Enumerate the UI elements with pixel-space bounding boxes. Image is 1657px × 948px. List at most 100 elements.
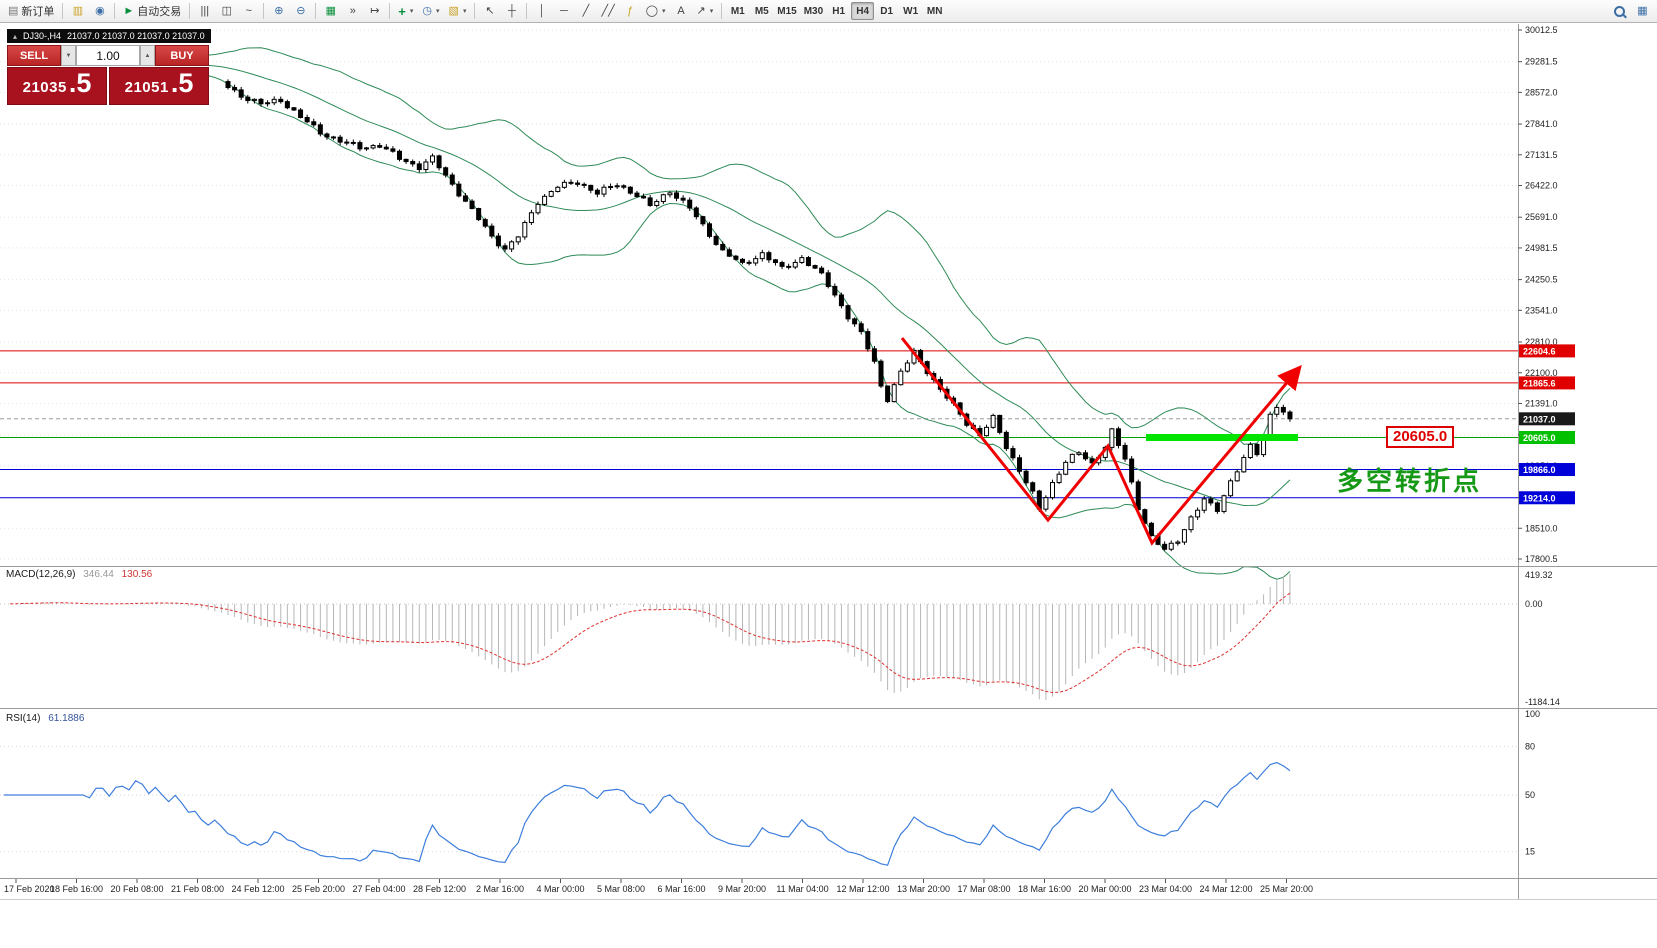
timeframe-m5-button[interactable]: M5: [750, 2, 773, 20]
timeframe-m1-button[interactable]: M1: [726, 2, 749, 20]
zoom-in-icon: ⊕: [274, 4, 284, 17]
trend-zigzag-arrow[interactable]: [900, 337, 1302, 546]
svg-text:17 Feb 2020: 17 Feb 2020: [4, 884, 55, 894]
zoom-in-button[interactable]: ⊕: [268, 2, 289, 21]
svg-text:26422.0: 26422.0: [1525, 181, 1558, 191]
svg-text:80: 80: [1525, 741, 1535, 751]
candlestick-series[interactable]: [225, 79, 1293, 552]
auto-scroll-button[interactable]: »: [342, 2, 363, 21]
market-watch-button[interactable]: ▥: [67, 2, 88, 21]
trendline-button[interactable]: ╱: [575, 2, 596, 21]
svg-text:19866.0: 19866.0: [1523, 465, 1556, 475]
candlestick-mode-button[interactable]: ◫: [216, 2, 237, 21]
svg-text:-1184.14: -1184.14: [1525, 697, 1560, 707]
data-window-button[interactable]: ◉: [89, 2, 110, 21]
svg-text:18 Feb 16:00: 18 Feb 16:00: [50, 884, 103, 894]
lot-size-input[interactable]: 1.00: [76, 45, 140, 66]
search-button[interactable]: [1609, 2, 1630, 21]
tile-windows-button[interactable]: ▦: [320, 2, 341, 21]
timeframe-h1-button[interactable]: H1: [827, 2, 850, 20]
bar-chart-mode-button[interactable]: |||: [194, 2, 215, 21]
horizontal-level-lines[interactable]: [0, 350, 1518, 499]
toolbar-separator: [62, 3, 64, 19]
timeframe-m30-button[interactable]: M30: [801, 2, 826, 20]
svg-text:27131.5: 27131.5: [1525, 150, 1558, 160]
crosshair-button[interactable]: ┼: [501, 2, 522, 21]
buy-price-main: 21051: [124, 79, 169, 96]
price-axis[interactable]: 30012.5 29281.5 28572.0 27841.0 27131.5 26422…: [0, 24, 1657, 900]
toolbar-separator: [263, 3, 265, 19]
svg-text:21865.6: 21865.6: [1523, 378, 1556, 388]
svg-text:15: 15: [1525, 847, 1535, 857]
line-chart-mode-button[interactable]: ~: [238, 2, 259, 21]
indicators-icon: +: [398, 3, 406, 19]
templates-button[interactable]: ▧ ▾: [445, 2, 471, 21]
svg-text:6 Mar 16:00: 6 Mar 16:00: [657, 884, 705, 894]
equidistant-channel-button[interactable]: ╱╱: [597, 2, 618, 21]
autotrading-button[interactable]: ► 自动交易: [119, 2, 185, 21]
horizontal-line-button[interactable]: ─: [553, 2, 574, 21]
sell-button[interactable]: SELL: [7, 45, 61, 66]
svg-text:25 Mar 20:00: 25 Mar 20:00: [1260, 884, 1313, 894]
shapes-button[interactable]: ◯ ▾: [642, 2, 670, 21]
svg-text:5 Mar 08:00: 5 Mar 08:00: [597, 884, 645, 894]
workspace-icon: ▦: [1637, 4, 1648, 17]
price-level-callout[interactable]: 20605.0: [1386, 426, 1455, 448]
buy-price-box[interactable]: 21051 .5: [109, 67, 209, 105]
fibonacci-button[interactable]: ƒ: [620, 2, 641, 21]
workspace-button[interactable]: ▦: [1632, 2, 1653, 21]
macd-main-value: 346.44: [83, 569, 114, 580]
turning-point-note[interactable]: 多空转折点: [1337, 466, 1483, 496]
indicators-button[interactable]: + ▾: [394, 2, 417, 21]
svg-text:29281.5: 29281.5: [1525, 57, 1558, 67]
vertical-line-button[interactable]: │: [531, 2, 552, 21]
bollinger-bands: [188, 47, 1291, 580]
svg-text:22100.0: 22100.0: [1525, 368, 1558, 378]
svg-text:24 Feb 12:00: 24 Feb 12:00: [231, 884, 284, 894]
svg-text:21037.0: 21037.0: [1523, 414, 1556, 424]
collapse-icon[interactable]: ▴: [13, 31, 18, 41]
svg-text:20 Feb 08:00: 20 Feb 08:00: [110, 884, 163, 894]
text-label-button[interactable]: A: [671, 2, 692, 21]
svg-text:24981.5: 24981.5: [1525, 243, 1558, 253]
svg-text:9 Mar 20:00: 9 Mar 20:00: [718, 884, 766, 894]
price-gridlines: [0, 29, 1518, 560]
timeframe-m15-button[interactable]: M15: [774, 2, 799, 20]
svg-text:28572.0: 28572.0: [1525, 87, 1558, 97]
market-watch-icon: ▥: [72, 4, 84, 17]
tile-windows-icon: ▦: [325, 4, 336, 17]
svg-text:20 Mar 00:00: 20 Mar 00:00: [1078, 884, 1131, 894]
search-icon: [1614, 5, 1625, 17]
dropdown-caret-icon: ▾: [709, 8, 714, 15]
timeframe-d1-button[interactable]: D1: [875, 2, 898, 20]
arrows-icon: ↗: [696, 4, 706, 17]
timeframe-mn-button[interactable]: MN: [923, 2, 946, 20]
arrows-button[interactable]: ↗ ▾: [693, 2, 718, 21]
rsi-name: RSI(14): [6, 713, 41, 724]
sell-price-box[interactable]: 21035 .5: [7, 67, 107, 105]
timeframe-w1-button[interactable]: W1: [899, 2, 922, 20]
svg-text:21 Feb 08:00: 21 Feb 08:00: [171, 884, 224, 894]
svg-text:4 Mar 00:00: 4 Mar 00:00: [536, 884, 584, 894]
trendline-icon: ╱: [582, 4, 590, 17]
toolbar-separator: [389, 3, 391, 19]
toolbar-separator: [474, 3, 476, 19]
svg-text:27 Feb 04:00: 27 Feb 04:00: [352, 884, 405, 894]
cursor-button[interactable]: ↖: [479, 2, 500, 21]
chart-shift-button[interactable]: ↦: [364, 2, 385, 21]
lot-increase-button[interactable]: ▲: [140, 45, 155, 66]
svg-text:13 Mar 20:00: 13 Mar 20:00: [897, 884, 950, 894]
buy-button[interactable]: BUY: [155, 45, 209, 66]
timeframe-h4-button[interactable]: H4: [851, 2, 875, 20]
toolbar-separator: [114, 3, 116, 19]
autotrading-label: 自动交易: [137, 6, 182, 18]
zoom-out-button[interactable]: ⊖: [290, 2, 311, 21]
lot-decrease-button[interactable]: ▼: [61, 45, 76, 66]
svg-text:17 Mar 08:00: 17 Mar 08:00: [957, 884, 1010, 894]
periods-button[interactable]: ◷ ▾: [418, 2, 443, 21]
new-order-button[interactable]: ▤ 新订单: [4, 2, 58, 21]
support-zone-bar[interactable]: [1146, 434, 1298, 442]
svg-text:18510.0: 18510.0: [1525, 523, 1558, 533]
